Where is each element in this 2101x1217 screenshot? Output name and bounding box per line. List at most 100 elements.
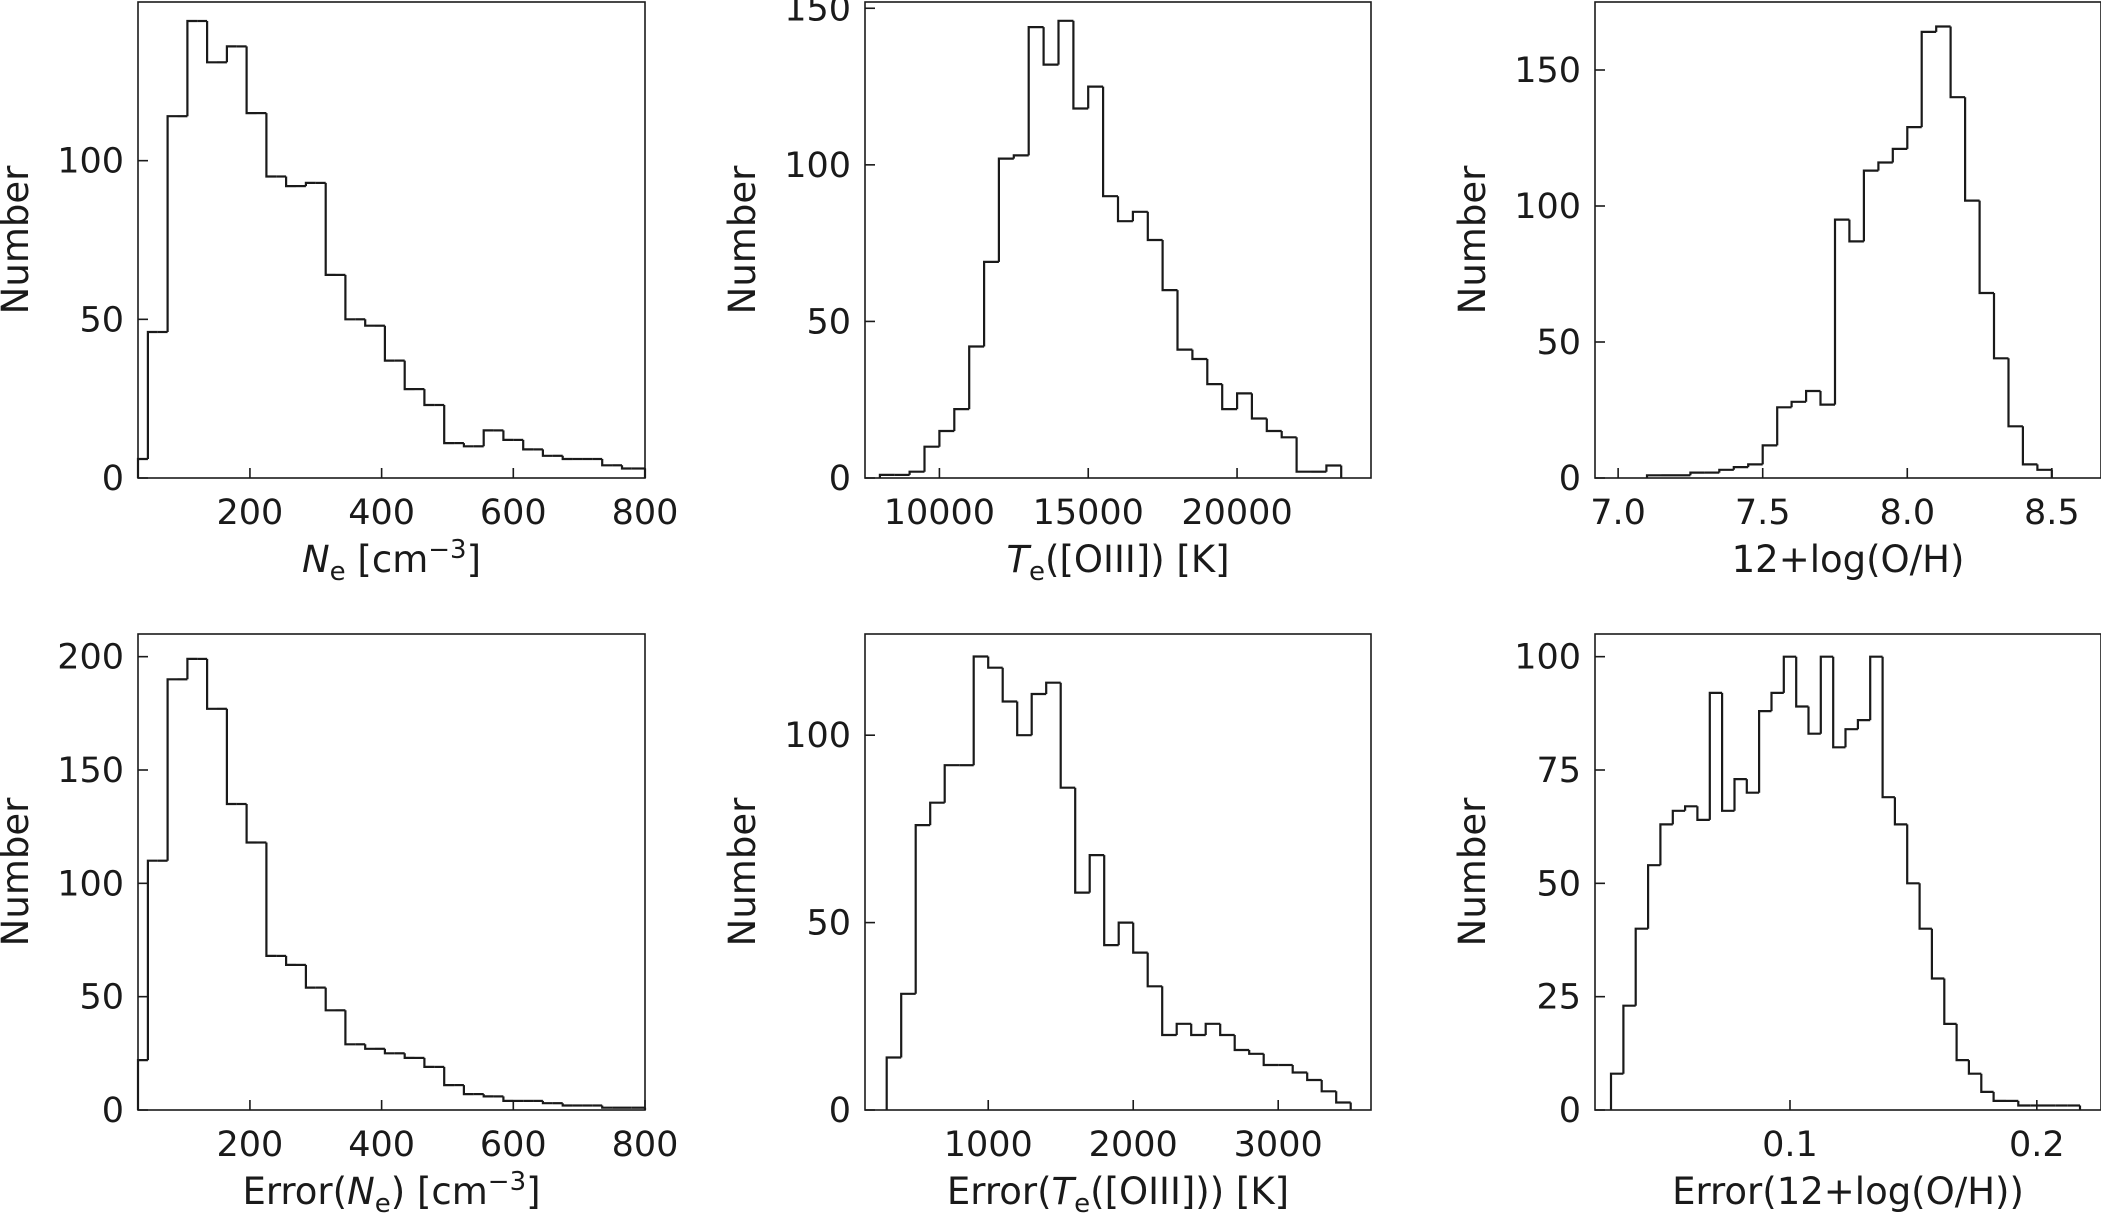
- histogram-bin: [1891, 147, 1908, 163]
- x-axis-label: Error(Ne) [cm−3]: [242, 1167, 540, 1217]
- y-tick-label: 0: [102, 1091, 124, 1131]
- histogram-bin: [1992, 293, 2009, 360]
- histogram-bin: [443, 1066, 455, 1087]
- histogram-bin: [403, 360, 415, 391]
- x-tick-label: 3000: [1234, 1125, 1323, 1165]
- histogram-bin: [1248, 1050, 1264, 1055]
- y-axis-label: Number: [0, 797, 37, 946]
- y-tick-label: 50: [79, 978, 124, 1018]
- y-axis-label: Number: [1451, 797, 1494, 946]
- histogram-bin: [1175, 1022, 1192, 1035]
- histogram-bin: [1776, 406, 1792, 446]
- x-axis-label-text: ]: [526, 1170, 540, 1213]
- histogram-bin: [166, 115, 178, 332]
- histogram-bin: [1718, 468, 1734, 473]
- histogram-bin: [1819, 391, 1835, 406]
- histogram-bin: [601, 1105, 613, 1109]
- histogram-bin: [900, 992, 916, 1058]
- x-tick-label: 15000: [1033, 493, 1144, 533]
- histogram-panel-oh: 7.0 7.5 8.0 8.5 0 50 100 150 12+log(O/H) Number: [1451, 1, 2101, 581]
- histogram-bin: [929, 801, 945, 826]
- histogram-bin: [1204, 1022, 1221, 1035]
- histogram-bin: [1745, 779, 1760, 794]
- histogram-bin: [1930, 928, 1945, 980]
- histogram-bin: [2036, 464, 2052, 471]
- x-tick-label: 600: [480, 493, 547, 533]
- histogram-bin: [265, 842, 277, 957]
- histogram-bin: [1732, 466, 1749, 470]
- histogram-bin: [601, 459, 613, 467]
- y-tick-label: 50: [806, 302, 851, 342]
- x-axis-label-text: Error(: [947, 1170, 1052, 1213]
- histogram-bin: [878, 473, 895, 478]
- x-axis-label-symbol: N: [347, 1170, 375, 1213]
- histogram-bin: [1645, 474, 1662, 478]
- x-axis-label-subscript: e: [1029, 557, 1045, 587]
- histogram-bin: [1795, 656, 1809, 708]
- histogram-bin: [1684, 805, 1698, 811]
- histogram-bin: [1335, 1091, 1351, 1104]
- histogram-bin: [1059, 682, 1076, 789]
- histogram-bin: [1609, 1072, 1624, 1110]
- y-tick-label: 150: [57, 751, 124, 791]
- histogram-bin: [1906, 824, 1920, 885]
- histogram-bin: [983, 260, 999, 347]
- histogram-bin: [522, 439, 534, 451]
- histogram-panel-ne: 200 400 600 800 0 50 100 Ne [cm−3] Number: [0, 1, 678, 587]
- x-tick-label: 7.5: [1735, 493, 1791, 533]
- histogram-bin: [1634, 927, 1649, 1006]
- histogram-bin: [1161, 986, 1177, 1037]
- histogram-bin: [1758, 710, 1772, 793]
- histogram-bin: [1671, 809, 1686, 825]
- y-tick-label: 50: [79, 300, 124, 340]
- y-tick-label: 100: [1514, 638, 1581, 678]
- histogram-bin: [1190, 1023, 1206, 1037]
- histogram-bin: [1949, 26, 1966, 99]
- y-tick-label: 100: [1514, 187, 1581, 227]
- histogram-bin: [1978, 200, 1994, 295]
- histogram-bin: [1295, 437, 1312, 473]
- x-tick-label: 0.2: [2009, 1125, 2065, 1165]
- x-axis-label-superscript: −3: [488, 1167, 526, 1197]
- histogram-bin: [938, 429, 955, 447]
- x-axis-label-subscript: e: [330, 557, 346, 587]
- histogram-bin: [344, 274, 356, 321]
- histogram-bin: [344, 1010, 356, 1046]
- x-axis-label-text: [cm: [346, 538, 429, 581]
- x-axis-label: Error(12+log(O/H)): [1672, 1170, 2024, 1213]
- histogram-bin: [502, 1096, 514, 1102]
- x-axis-label-text: ([OIII]) [K]: [1045, 538, 1230, 581]
- x-axis-label-text: ) [cm: [391, 1170, 488, 1213]
- plot-frame: [137, 633, 646, 1111]
- x-axis-label-symbol: N: [302, 538, 330, 581]
- histogram-bin: [1262, 1053, 1279, 1067]
- histogram-bin: [136, 457, 148, 478]
- x-tick-label: 200: [217, 1125, 284, 1165]
- histogram-bin: [1074, 787, 1090, 894]
- histogram-bin: [1856, 719, 1871, 730]
- histogram-bin: [953, 408, 970, 431]
- histogram-bin: [1057, 19, 1074, 65]
- histogram-bin: [1721, 692, 1735, 812]
- x-tick-label: 200: [217, 493, 284, 533]
- histogram-bin: [1016, 701, 1032, 737]
- histogram-bin: [1030, 692, 1047, 736]
- x-tick-label: 8.5: [2024, 493, 2080, 533]
- histogram-bin: [943, 764, 960, 803]
- histogram-bin: [1325, 464, 1342, 472]
- y-tick-label: 50: [806, 904, 851, 944]
- histogram-bin: [1819, 655, 1834, 734]
- histogram-bin: [186, 19, 198, 117]
- x-tick-label: 20000: [1181, 493, 1292, 533]
- histogram-bin: [1280, 431, 1297, 439]
- histogram-bin: [1689, 471, 1705, 476]
- histogram-bin: [1191, 349, 1208, 361]
- y-tick-label: 200: [57, 638, 124, 678]
- histogram-bin: [502, 430, 514, 441]
- histogram-bin: [1935, 25, 1951, 32]
- histogram-bin: [245, 804, 257, 844]
- y-axis-label: Number: [0, 165, 37, 314]
- x-axis-label-subscript: e: [375, 1189, 391, 1217]
- y-tick-label: 100: [57, 142, 124, 182]
- histogram-bin: [1161, 240, 1178, 292]
